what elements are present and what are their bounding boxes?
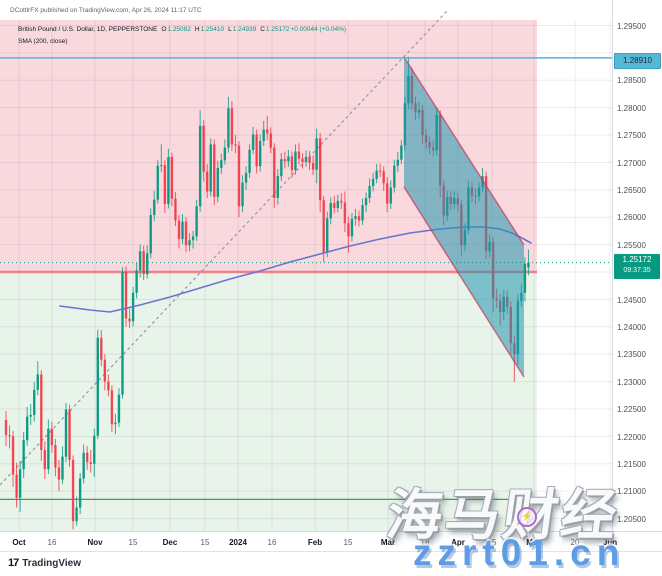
tradingview-logo[interactable]: 17 TradingView bbox=[8, 557, 81, 569]
trendline-dashed[interactable] bbox=[0, 10, 448, 486]
price-axis-label: 1.27500 bbox=[617, 131, 646, 140]
time-axis-label: 20 bbox=[570, 538, 580, 547]
time-axis-label: Feb bbox=[307, 538, 323, 547]
price-axis-label: 1.24500 bbox=[617, 296, 646, 305]
price-axis-label: 1.21000 bbox=[617, 487, 646, 496]
open-value: 1.25082 bbox=[167, 26, 191, 33]
time-axis-label: Nov bbox=[87, 538, 103, 547]
symbol-legend[interactable]: British Pound / U.S. Dollar, 1D, PEPPERS… bbox=[18, 26, 346, 33]
time-axis-label: 15 bbox=[128, 538, 138, 547]
time-axis-label: 15 bbox=[200, 538, 210, 547]
price-axis-label: 1.28500 bbox=[617, 76, 646, 85]
time-axis-label: 15 bbox=[487, 538, 497, 547]
price-axis-label: 1.27000 bbox=[617, 159, 646, 168]
time-axis-label: Dec bbox=[162, 538, 178, 547]
time-axis-label: 18 bbox=[420, 538, 430, 547]
time-axis-label: 2024 bbox=[229, 538, 247, 547]
watermark-url-text: zzrt01.cn bbox=[413, 532, 626, 573]
price-axis-label: 1.29500 bbox=[617, 22, 646, 31]
price-axis-label: 1.20500 bbox=[617, 515, 646, 524]
lightning-bolt-icon: ⚡ bbox=[517, 507, 537, 527]
price-axis-label: 1.22500 bbox=[617, 405, 646, 414]
time-axis-label: Jun bbox=[602, 538, 618, 547]
high-value: 1.25410 bbox=[200, 26, 225, 33]
bull-zone bbox=[0, 272, 537, 531]
tradingview-brand-text: TradingView bbox=[22, 557, 81, 569]
price-axis-label: 1.23500 bbox=[617, 350, 646, 359]
last-price-badge: 1.25172 09:37:35 bbox=[614, 254, 660, 279]
bar-countdown: 09:37:35 bbox=[623, 267, 651, 274]
symbol-title: British Pound / U.S. Dollar, 1D, PEPPERS… bbox=[18, 26, 158, 33]
price-axis-label: 1.25500 bbox=[617, 241, 646, 250]
high-label: H bbox=[194, 26, 200, 33]
price-axis-label: 1.24000 bbox=[617, 323, 646, 332]
attribution-text: DCottlrFX published on TradingView.com, … bbox=[10, 7, 202, 14]
close-label: C bbox=[260, 26, 265, 33]
open-label: O bbox=[161, 26, 167, 33]
close-value: 1.25172 bbox=[265, 26, 290, 33]
price-axis-label: 1.28000 bbox=[617, 104, 646, 113]
price-axis-label: 1.22000 bbox=[617, 433, 646, 442]
time-axis-label: 16 bbox=[47, 538, 57, 547]
time-axis-label: 16 bbox=[267, 538, 277, 547]
change-value: +0.00044 (+0.04%) bbox=[290, 26, 347, 33]
time-axis-label: 15 bbox=[343, 538, 353, 547]
low-label: L bbox=[228, 26, 232, 33]
resistance-price-badge: 1.28910 bbox=[614, 53, 661, 69]
price-axis-label: 1.23000 bbox=[617, 378, 646, 387]
channel-upper-edge[interactable] bbox=[403, 56, 525, 246]
indicator-legend[interactable]: SMA (200, close) bbox=[18, 38, 68, 45]
price-axis-label: 1.26000 bbox=[617, 213, 646, 222]
price-axis-label: 1.26500 bbox=[617, 186, 646, 195]
time-axis-label: May bbox=[526, 538, 542, 547]
parallel-channel-fill[interactable] bbox=[404, 57, 524, 377]
price-axis-label: 1.21500 bbox=[617, 460, 646, 469]
low-value: 1.24939 bbox=[232, 26, 257, 33]
tradingview-logo-mark: 17 bbox=[8, 557, 19, 569]
last-price-value: 1.25172 bbox=[622, 255, 652, 264]
time-axis-label: Mar bbox=[380, 538, 396, 547]
time-axis-label: Oct bbox=[12, 538, 26, 547]
channel-lower-edge[interactable] bbox=[403, 186, 525, 378]
time-axis-label: Apr bbox=[451, 538, 465, 547]
